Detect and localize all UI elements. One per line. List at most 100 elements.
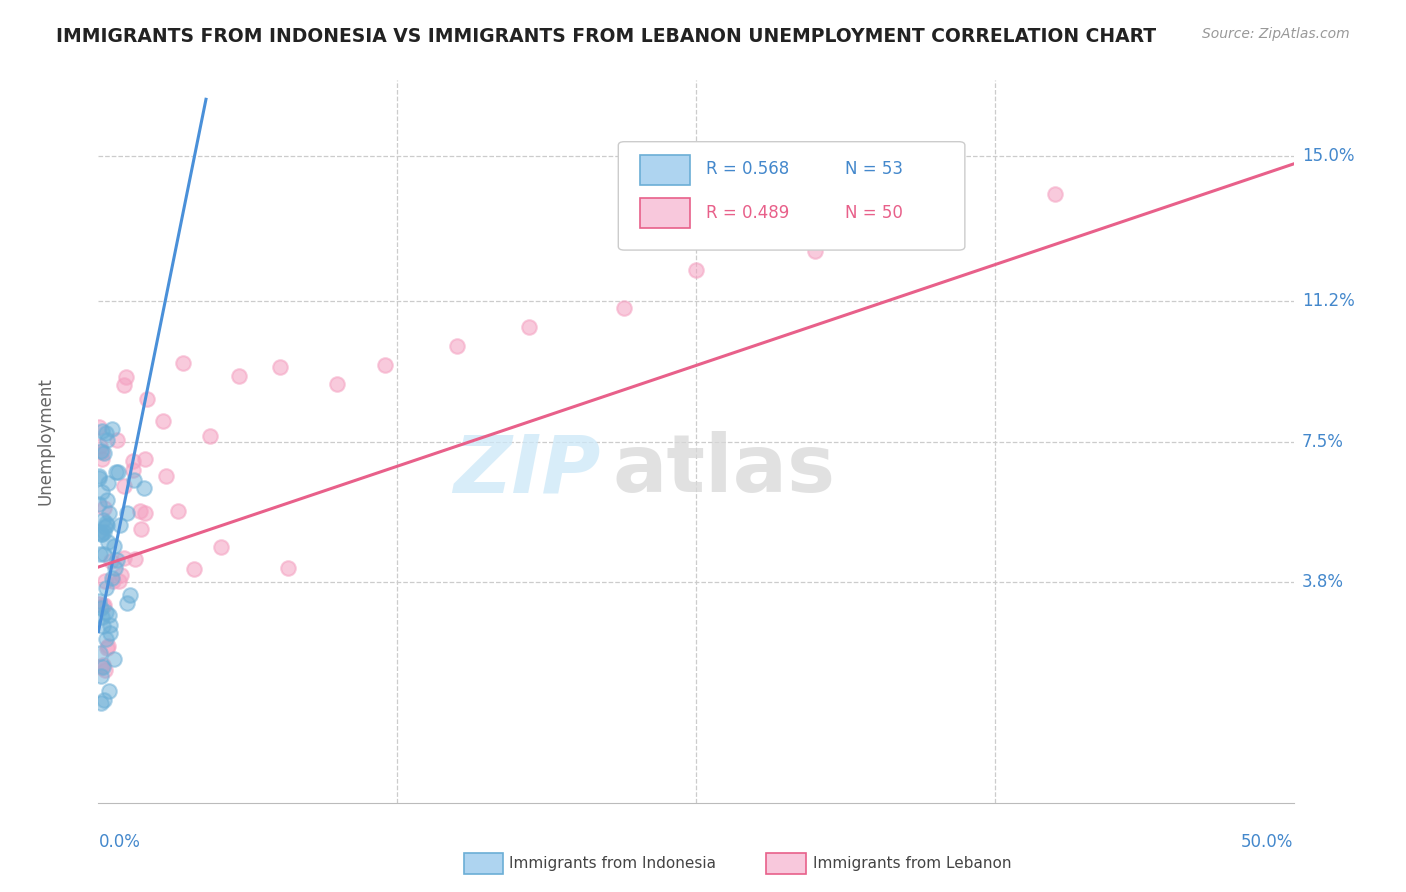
Point: [93, 445, 115, 459]
Point: [91, 513, 114, 527]
Point: [517, 320, 540, 334]
Point: [112, 378, 135, 392]
Point: [91, 527, 114, 541]
Point: [112, 479, 135, 493]
Point: [100, 553, 122, 567]
Point: [122, 473, 145, 487]
Point: [90, 659, 112, 673]
Point: [108, 574, 131, 589]
Point: [110, 568, 132, 582]
Point: [134, 506, 156, 520]
Point: [91, 599, 114, 613]
Point: [89, 524, 111, 539]
Point: [129, 522, 152, 536]
Point: [166, 504, 188, 518]
Point: [183, 562, 205, 576]
Text: IMMIGRANTS FROM INDONESIA VS IMMIGRANTS FROM LEBANON UNEMPLOYMENT CORRELATION CH: IMMIGRANTS FROM INDONESIA VS IMMIGRANTS …: [56, 27, 1156, 45]
Point: [89, 647, 111, 661]
Point: [924, 206, 946, 220]
Point: [97, 639, 120, 653]
Point: [94, 519, 117, 533]
Point: [89, 469, 111, 483]
Point: [94, 664, 117, 678]
Point: [90, 696, 112, 710]
Point: [90, 445, 112, 459]
Point: [97, 475, 120, 490]
Point: [96, 516, 118, 530]
Point: [93, 525, 115, 540]
FancyBboxPatch shape: [619, 142, 965, 250]
Point: [87, 471, 110, 485]
Point: [105, 433, 128, 447]
Point: [98, 684, 121, 698]
Point: [198, 428, 221, 442]
Text: 15.0%: 15.0%: [1302, 147, 1354, 165]
Text: 11.2%: 11.2%: [1302, 292, 1354, 310]
Point: [128, 504, 150, 518]
Point: [1043, 187, 1066, 202]
Point: [96, 434, 118, 448]
Text: 50.0%: 50.0%: [1241, 833, 1294, 851]
Text: Source: ZipAtlas.com: Source: ZipAtlas.com: [1202, 27, 1350, 41]
Point: [96, 518, 118, 533]
Point: [90, 444, 112, 458]
Text: atlas: atlas: [613, 432, 835, 509]
Point: [90, 669, 112, 683]
Point: [96, 493, 118, 508]
Text: Immigrants from Lebanon: Immigrants from Lebanon: [813, 856, 1011, 871]
Point: [112, 551, 135, 566]
Point: [103, 652, 125, 666]
Text: R = 0.489: R = 0.489: [706, 203, 789, 221]
Point: [155, 469, 177, 483]
Point: [101, 571, 124, 585]
Point: [277, 560, 299, 574]
Point: [91, 619, 114, 633]
Point: [685, 263, 707, 277]
Bar: [640, 154, 690, 185]
Point: [91, 610, 114, 624]
Point: [613, 301, 636, 316]
Point: [152, 414, 174, 428]
Point: [89, 497, 111, 511]
Point: [93, 501, 115, 516]
Point: [172, 356, 194, 370]
Point: [89, 439, 111, 453]
Point: [91, 658, 114, 673]
Point: [132, 481, 155, 495]
Point: [96, 641, 118, 656]
Point: [90, 526, 112, 541]
Point: [107, 465, 129, 479]
Point: [115, 370, 138, 384]
Text: ZIP: ZIP: [453, 432, 600, 509]
Point: [100, 422, 122, 436]
Point: [115, 596, 138, 610]
Point: [108, 517, 131, 532]
Point: [91, 660, 114, 674]
Point: [269, 359, 291, 374]
Point: [90, 424, 112, 438]
Point: [134, 452, 156, 467]
Point: [98, 625, 121, 640]
Point: [104, 561, 127, 575]
Point: [89, 597, 111, 611]
Point: [98, 506, 121, 520]
Text: Immigrants from Indonesia: Immigrants from Indonesia: [509, 856, 716, 871]
Point: [94, 606, 117, 620]
Point: [115, 506, 138, 520]
Point: [93, 598, 115, 612]
Point: [209, 540, 232, 554]
Point: [98, 617, 121, 632]
Point: [326, 377, 349, 392]
Text: 3.8%: 3.8%: [1302, 574, 1344, 591]
Point: [93, 547, 115, 561]
Point: [228, 368, 250, 383]
Point: [104, 465, 127, 479]
Point: [91, 485, 114, 500]
Point: [121, 454, 143, 468]
Text: N = 53: N = 53: [845, 161, 904, 178]
Bar: [640, 198, 690, 228]
Point: [446, 339, 468, 353]
Point: [93, 693, 115, 707]
Text: N = 50: N = 50: [845, 203, 903, 221]
Point: [87, 420, 110, 434]
